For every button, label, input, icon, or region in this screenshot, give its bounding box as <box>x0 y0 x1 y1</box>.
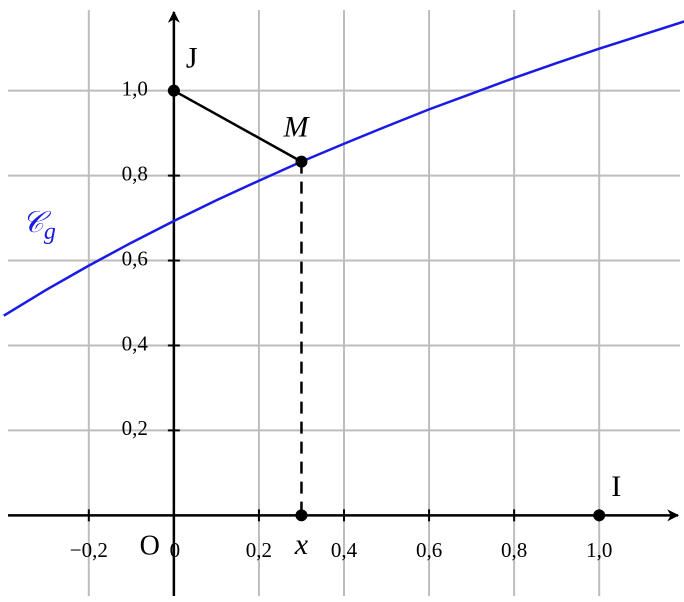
point-label: x <box>294 528 309 561</box>
origin-label: O <box>140 531 160 562</box>
segment-jm <box>173 89 303 163</box>
curve-label: 𝒞g <box>22 206 56 245</box>
y-tick-label: 0,4 <box>122 331 149 355</box>
point-label: J <box>186 42 198 75</box>
point-label: I <box>611 470 621 503</box>
x-tick-label: 0,8 <box>501 538 527 562</box>
point-label: M <box>282 110 310 143</box>
x-tick-label: −0,2 <box>70 538 108 562</box>
y-tick-label: 1,0 <box>122 76 148 100</box>
y-tick-label: 0,6 <box>122 246 148 270</box>
x-tick-label: 0,4 <box>331 538 358 562</box>
x-tick-label: 1,0 <box>586 538 612 562</box>
point <box>593 509 606 522</box>
y-tick-label: 0,2 <box>122 416 148 440</box>
point <box>167 84 180 97</box>
y-tick-label: 0,8 <box>122 161 148 185</box>
x-tick-label: 0,2 <box>246 538 272 562</box>
curve-label-sub: g <box>44 219 56 245</box>
point <box>295 509 308 522</box>
x-tick-label: 0,6 <box>416 538 442 562</box>
point <box>295 155 308 168</box>
curve <box>3 20 684 317</box>
